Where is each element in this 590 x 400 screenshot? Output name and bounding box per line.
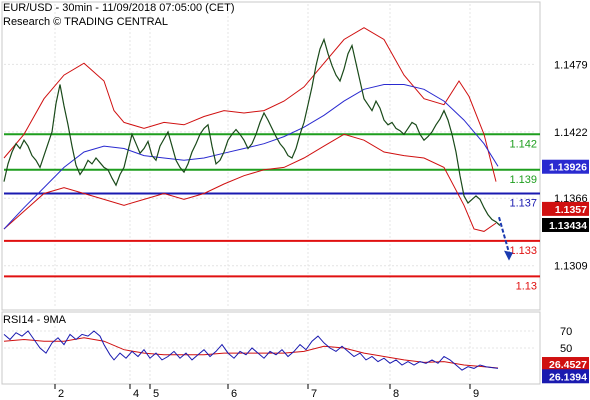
bb-upper-line [3, 27, 497, 182]
level-label: 1.139 [509, 174, 537, 186]
rsi-ma-badge: 26.4527 [549, 359, 587, 371]
rsi-label: RSI14 - 9MA [3, 314, 66, 326]
level-label: 1.137 [509, 197, 537, 209]
level-label: 1.13 [516, 280, 537, 292]
forecast-arrow-shaft [498, 216, 510, 253]
bollinger-bands [3, 27, 497, 232]
level-label: 1.142 [509, 138, 537, 150]
x-tick-label: 9 [473, 388, 479, 400]
moving-average [3, 84, 499, 230]
forecast-arrow-head [504, 250, 513, 261]
rsi-tick-label: 70 [560, 326, 572, 338]
level-label: 1.133 [509, 245, 537, 257]
price-panel-frame [1, 1, 541, 311]
time-axis: 2 4 5 6 7 8 9 [54, 384, 479, 400]
price-tick-label: 1.1422 [554, 127, 588, 139]
x-tick-label: 4 [133, 388, 139, 400]
rsi-ma-badge-bg [542, 357, 589, 372]
rsi-value-badge-bg [542, 369, 589, 384]
x-tick-label: 5 [153, 388, 159, 400]
ma-value-badge-bg [542, 159, 589, 174]
rsi-panel [3, 330, 499, 371]
lower-band-badge-bg [542, 201, 589, 216]
lower-band-badge: 1.1357 [555, 204, 587, 216]
rsi-panel-frame [1, 311, 541, 385]
x-tick-label: 6 [231, 388, 237, 400]
ma-value-badge: 1.13926 [549, 162, 587, 174]
rsi-tick-label: 50 [560, 343, 572, 355]
x-tick-label: 8 [393, 388, 399, 400]
current-price-badge: 1.13434 [549, 220, 587, 232]
price-line [3, 37, 501, 226]
x-tick-label: 7 [311, 388, 317, 400]
bb-lower-line [3, 133, 497, 232]
x-tick-label: 2 [58, 388, 64, 400]
price-tick-label: 1.1479 [554, 59, 588, 71]
support-resistance-levels: 1.142 1.139 1.137 1.133 1.13 [4, 133, 540, 292]
ma-line [3, 84, 499, 230]
rsi-value-badge: 26.1394 [549, 371, 587, 383]
price-tick-label: 1.1309 [554, 261, 588, 273]
forecast-arrow [498, 216, 513, 261]
price-axis: 1.14791.14221.13661.13091.139261.13571.1… [542, 59, 589, 384]
price-series [3, 37, 501, 226]
chart-title: EUR/USD - 30min - 11/09/2018 07:05:00 (C… [3, 2, 235, 14]
current-price-badge-bg [542, 217, 589, 232]
rsi-line [3, 330, 499, 371]
grid [4, 4, 536, 382]
chart-source: Research © TRADING CENTRAL [3, 16, 168, 28]
